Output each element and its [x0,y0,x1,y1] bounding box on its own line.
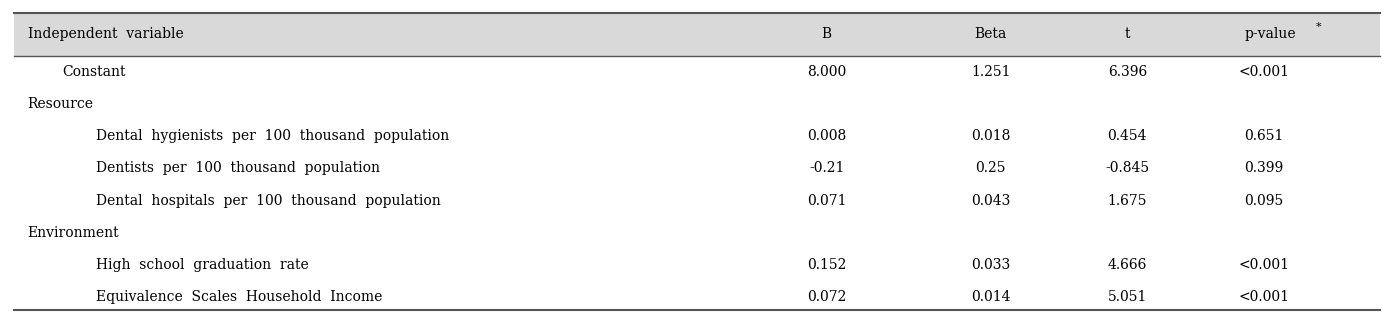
Text: 5.051: 5.051 [1108,290,1147,304]
Text: 0.072: 0.072 [807,290,846,304]
Text: 0.399: 0.399 [1245,161,1284,175]
Text: Resource: Resource [28,97,93,111]
Text: Independent  variable: Independent variable [28,27,184,41]
Text: 0.095: 0.095 [1245,194,1284,208]
Text: <0.001: <0.001 [1238,290,1289,304]
Text: Dental  hospitals  per  100  thousand  population: Dental hospitals per 100 thousand popula… [96,194,441,208]
Text: Dentists  per  100  thousand  population: Dentists per 100 thousand population [96,161,381,175]
Text: *: * [1316,22,1322,31]
Text: Dental  hygienists  per  100  thousand  population: Dental hygienists per 100 thousand popul… [96,129,449,143]
Text: -0.845: -0.845 [1105,161,1150,175]
Text: Constant: Constant [61,65,125,79]
Text: 0.018: 0.018 [972,129,1011,143]
Text: 4.666: 4.666 [1108,258,1147,272]
Text: 0.071: 0.071 [807,194,846,208]
Text: B: B [821,27,832,41]
Text: p-value: p-value [1245,27,1296,41]
Text: 0.043: 0.043 [972,194,1011,208]
Text: 0.454: 0.454 [1108,129,1147,143]
Text: 1.675: 1.675 [1108,194,1147,208]
Text: <0.001: <0.001 [1238,258,1289,272]
FancyBboxPatch shape [14,13,1380,56]
Text: t: t [1125,27,1131,41]
Text: <0.001: <0.001 [1238,65,1289,79]
Text: 1.251: 1.251 [972,65,1011,79]
Text: High  school  graduation  rate: High school graduation rate [96,258,308,272]
Text: 0.033: 0.033 [972,258,1011,272]
Text: Beta: Beta [974,27,1006,41]
Text: -0.21: -0.21 [809,161,845,175]
Text: Equivalence  Scales  Household  Income: Equivalence Scales Household Income [96,290,382,304]
Text: 0.014: 0.014 [972,290,1011,304]
Text: 0.651: 0.651 [1245,129,1284,143]
Text: 6.396: 6.396 [1108,65,1147,79]
Text: 0.25: 0.25 [976,161,1006,175]
Text: Environment: Environment [28,226,120,240]
Text: 0.008: 0.008 [807,129,846,143]
Text: 8.000: 8.000 [807,65,846,79]
Text: 0.152: 0.152 [807,258,846,272]
